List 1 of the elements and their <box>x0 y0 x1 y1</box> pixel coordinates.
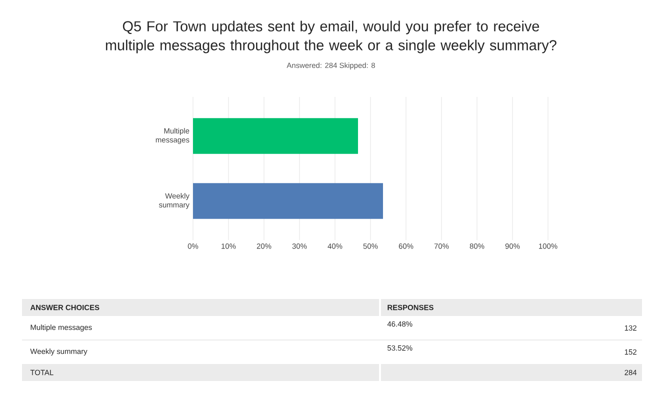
chart-title: Q5 For Town updates sent by email, would you prefer to receive multiple messages throughout the week or a single weekly summary? <box>106 20 556 54</box>
